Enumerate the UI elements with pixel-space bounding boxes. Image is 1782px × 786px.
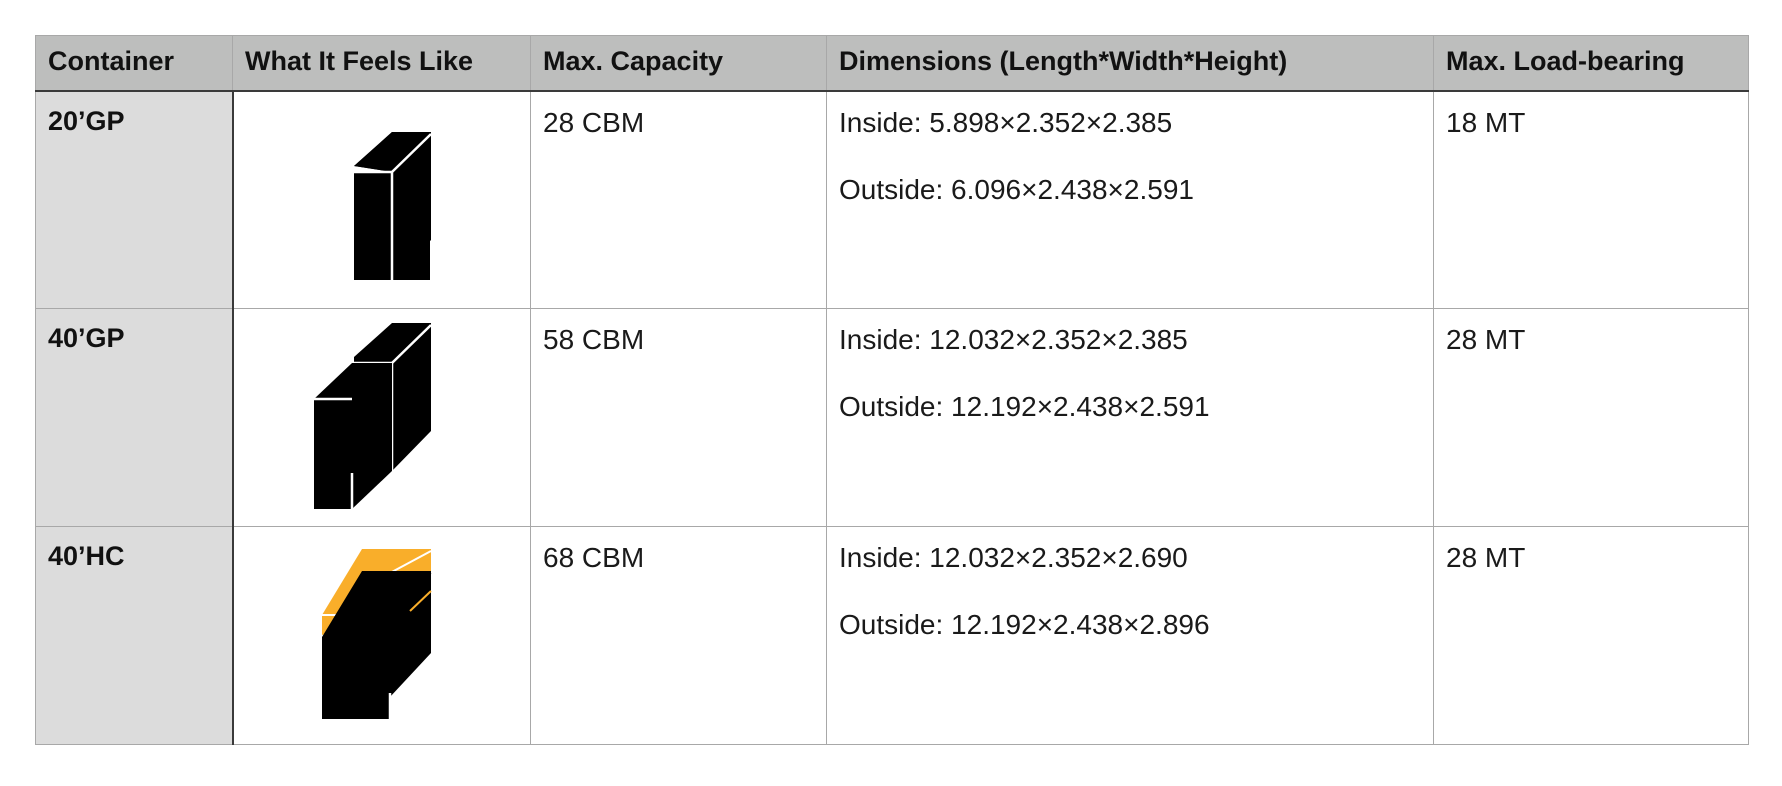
inside-dimensions: Inside: 5.898×2.352×2.385: [839, 106, 1173, 138]
double-cube-icon: [313, 323, 432, 509]
single-cube-icon: [353, 131, 432, 280]
load-value: 18 MT: [1446, 106, 1526, 138]
inside-dimensions: Inside: 12.032×2.352×2.385: [839, 324, 1188, 355]
container-spec-table: Container What It Feels Like Max. Capaci…: [35, 35, 1749, 745]
header-dimensions: Dimensions (Length*Width*Height): [826, 35, 1434, 92]
outside-dimensions: Outside: 12.192×2.438×2.896: [839, 609, 1210, 640]
header-max-capacity: Max. Capacity: [530, 35, 827, 92]
capacity-value: 28 CBM: [543, 106, 645, 138]
capacity-value: 68 CBM: [543, 542, 645, 573]
header-row: Container What It Feels Like Max. Capaci…: [35, 35, 1749, 92]
outside-dimensions: Outside: 12.192×2.438×2.591: [839, 391, 1210, 422]
container-name: 20’GP: [35, 90, 234, 309]
container-name: 40’GP: [35, 308, 234, 527]
table-row: 40’HC 68 CBM Inside:: [35, 526, 1749, 745]
capacity-value: 58 CBM: [543, 324, 645, 355]
high-cube-icon: [321, 549, 432, 719]
header-max-load-bearing: Max. Load-bearing: [1433, 35, 1749, 92]
header-container: Container: [35, 35, 233, 92]
table-row: 20’GP 28 CBM Inside: 5.898×2.352×2.385 O…: [35, 90, 1749, 309]
load-value: 28 MT: [1446, 542, 1526, 573]
outside-dimensions: Outside: 6.096×2.438×2.591: [839, 173, 1194, 205]
table-row: 40’GP 58 CBM Inside:: [35, 308, 1749, 527]
container-name: 40’HC: [35, 526, 234, 745]
inside-dimensions: Inside: 12.032×2.352×2.690: [839, 542, 1188, 573]
header-what-it-feels-like: What It Feels Like: [232, 35, 531, 92]
load-value: 28 MT: [1446, 324, 1526, 355]
